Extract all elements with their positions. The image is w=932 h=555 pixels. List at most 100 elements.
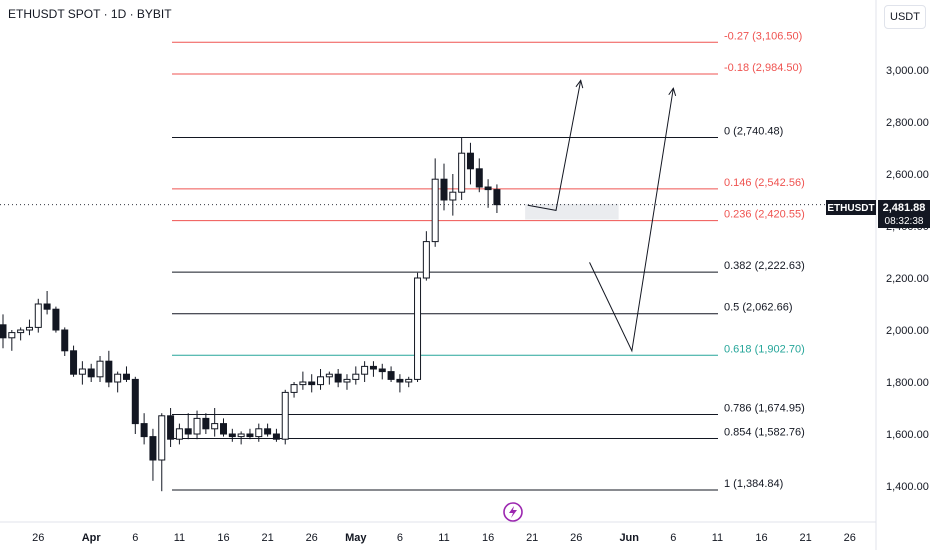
candle-body	[176, 429, 182, 439]
candle-body	[79, 369, 85, 374]
time-tick-label: 16	[217, 532, 229, 544]
candle-body	[344, 379, 350, 382]
fib-level-label: 0.786 (1,674.95)	[724, 403, 805, 415]
candle-body	[132, 379, 138, 423]
candle-body	[203, 418, 209, 428]
candle-body	[229, 434, 235, 437]
candle-body	[168, 416, 174, 439]
price-tick-label: 2,000.00	[886, 325, 929, 337]
candle-body	[273, 434, 279, 439]
fib-level-label: 0.382 (2,222.63)	[724, 260, 805, 272]
candle-body	[423, 242, 429, 278]
time-tick-label: May	[345, 532, 367, 544]
candle-body	[353, 374, 359, 379]
candle-body	[26, 327, 32, 330]
candle-body	[221, 424, 227, 434]
candle-body	[335, 374, 341, 382]
time-tick-label: 26	[844, 532, 856, 544]
candle-body	[432, 179, 438, 241]
candle-body	[141, 424, 147, 437]
candle-body	[62, 330, 68, 351]
price-tick-label: 3,000.00	[886, 65, 929, 77]
time-tick-label: 16	[482, 532, 494, 544]
candle-body	[97, 361, 103, 377]
candle-body	[106, 361, 112, 382]
fib-level-label: 0.5 (2,062.66)	[724, 302, 793, 314]
fib-level-label: 0.146 (2,542.56)	[724, 177, 805, 189]
candle-body	[300, 382, 306, 385]
price-tag-symbol: ETHUSDT	[827, 203, 874, 214]
candle-body	[494, 190, 500, 205]
projection-path	[528, 80, 581, 210]
candle-body	[0, 325, 6, 338]
candle-body	[238, 434, 244, 437]
fib-level-label: 1 (1,384.84)	[724, 478, 783, 490]
time-tick-label: 26	[306, 532, 318, 544]
candle-body	[291, 385, 297, 393]
candle-body	[247, 434, 253, 437]
price-tick-label: 1,600.00	[886, 429, 929, 441]
highlight-zone	[525, 204, 618, 220]
candle-body	[370, 366, 376, 369]
candle-body	[467, 153, 473, 169]
candle-body	[18, 330, 24, 333]
candle-body	[441, 179, 447, 200]
price-tag: ETHUSDT 2,481.88 08:32:38	[826, 200, 930, 228]
candle-body	[123, 374, 129, 379]
time-tick-label: Jun	[619, 532, 639, 544]
candle-body	[71, 351, 77, 374]
candle-body	[362, 366, 368, 374]
time-tick-label: 6	[670, 532, 676, 544]
candle-body	[318, 377, 324, 385]
time-tick-label: 16	[755, 532, 767, 544]
candle-body	[282, 392, 288, 439]
price-tick-label: 2,800.00	[886, 117, 929, 129]
candle-body	[459, 153, 465, 192]
time-tick-label: 21	[799, 532, 811, 544]
fib-level-label: 0.854 (1,582.76)	[724, 426, 805, 438]
candle-body	[212, 424, 218, 429]
candle-body	[35, 304, 41, 327]
chart-title: ETHUSDT SPOT · 1D · BYBIT	[8, 7, 172, 21]
candle-body	[265, 429, 271, 434]
fib-level-label: -0.27 (3,106.50)	[724, 30, 802, 42]
candle-body	[379, 369, 385, 372]
price-tick-label: 1,400.00	[886, 481, 929, 493]
candle-body	[450, 192, 456, 200]
candle-body	[159, 416, 165, 460]
candle-body	[185, 429, 191, 434]
candle-body	[88, 369, 94, 377]
candle-body	[194, 418, 200, 434]
candle-body	[397, 379, 403, 382]
fib-level-label: -0.18 (2,984.50)	[724, 62, 802, 74]
time-tick-label: 6	[132, 532, 138, 544]
currency-selector[interactable]: USDT	[884, 5, 926, 29]
price-tick-label: 1,800.00	[886, 377, 929, 389]
candle-body	[406, 379, 412, 382]
time-tick-label: Apr	[82, 532, 102, 544]
candle-body	[150, 437, 156, 460]
logo-icon	[504, 503, 522, 521]
candle-body	[388, 372, 394, 380]
time-tick-label: 26	[32, 532, 44, 544]
candle-body	[53, 309, 59, 330]
time-tick-label: 26	[570, 532, 582, 544]
fib-level-label: 0 (2,740.48)	[724, 125, 783, 137]
candle-body	[309, 382, 315, 385]
candle-body	[485, 187, 491, 190]
fibonacci-layer: -0.27 (3,106.50) -0.18 (2,984.50) 0 (2,740…	[172, 30, 805, 490]
time-tick-label: 21	[261, 532, 273, 544]
candle-body	[44, 304, 50, 309]
fib-level-label: 0.618 (1,902.70)	[724, 343, 805, 355]
price-tick-label: 2,200.00	[886, 273, 929, 285]
fib-level-label: 0.236 (2,420.55)	[724, 209, 805, 221]
candle-body	[115, 374, 121, 382]
candle-body	[476, 169, 482, 187]
candle-body	[415, 278, 421, 379]
time-tick-label: 11	[438, 532, 449, 544]
price-tag-price: 2,481.88	[883, 202, 926, 214]
candle-body	[9, 333, 15, 338]
